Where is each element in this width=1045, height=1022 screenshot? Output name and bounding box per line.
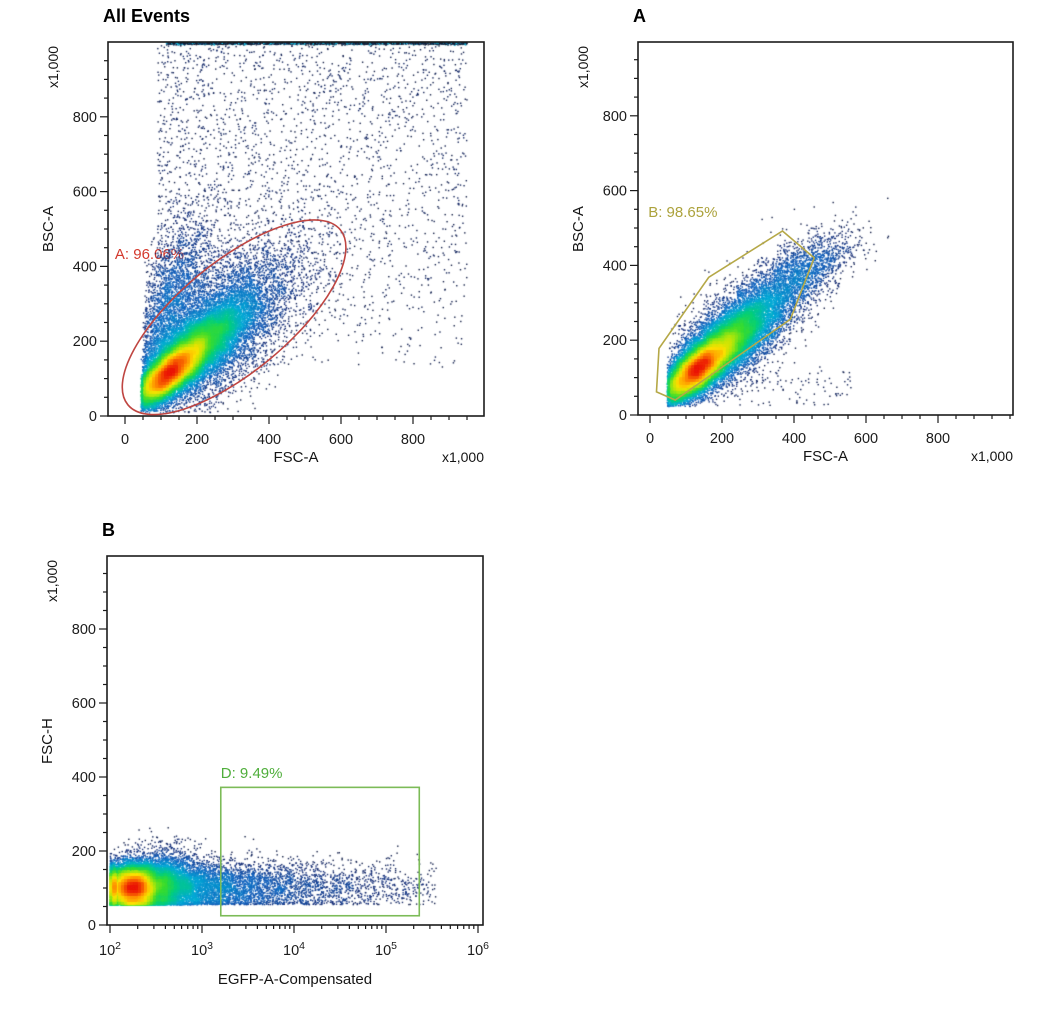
svg-text:800: 800	[72, 622, 96, 638]
svg-text:600: 600	[73, 185, 97, 201]
svg-text:400: 400	[73, 259, 97, 275]
svg-text:800: 800	[401, 432, 425, 448]
svg-text:600: 600	[329, 432, 353, 448]
svg-text:400: 400	[603, 258, 627, 274]
x-axis-multiplier: x1,000	[970, 448, 1013, 464]
svg-text:800: 800	[926, 431, 950, 447]
gate-label: B: 98.65%	[648, 203, 718, 221]
svg-text:200: 200	[603, 333, 627, 349]
svg-text:104: 104	[283, 940, 305, 959]
svg-text:400: 400	[257, 432, 281, 448]
plot-title: B	[102, 520, 115, 540]
axes-and-gate: 102 103 104 105 106 0 200 400 600 800	[72, 555, 489, 959]
svg-text:106: 106	[467, 940, 489, 959]
density-canvas	[638, 42, 1013, 415]
svg-text:600: 600	[72, 696, 96, 712]
svg-text:0: 0	[121, 432, 129, 448]
y-axis-multiplier: x1,000	[45, 45, 61, 89]
svg-text:800: 800	[603, 109, 627, 125]
svg-text:600: 600	[603, 184, 627, 200]
gate-label: A: 96.06%	[114, 245, 185, 263]
x-axis-label: FSC-A	[273, 449, 319, 466]
y-axis-label: FSC-H	[39, 717, 56, 764]
svg-text:0: 0	[89, 409, 97, 425]
svg-text:400: 400	[782, 431, 806, 447]
svg-text:200: 200	[710, 431, 734, 447]
x-axis-label: FSC-A	[803, 448, 848, 465]
density-canvas	[107, 556, 483, 925]
plot-title: All Events	[103, 6, 191, 26]
svg-text:102: 102	[99, 940, 121, 959]
gate-label: D: 9.49%	[220, 765, 283, 783]
y-axis-label: BSC-A	[40, 206, 57, 252]
y-axis-multiplier: x1,000	[575, 45, 591, 89]
axes-and-gate: 0 200 400 600 800 0 200 400 600 800	[603, 41, 1014, 447]
x-axis-multiplier: x1,000	[441, 449, 484, 465]
svg-text:0: 0	[88, 918, 96, 934]
svg-text:0: 0	[646, 431, 654, 447]
density-canvas	[108, 42, 484, 416]
svg-text:600: 600	[854, 431, 878, 447]
svg-text:200: 200	[73, 334, 97, 350]
y-axis-multiplier: x1,000	[44, 559, 60, 603]
svg-text:0: 0	[619, 408, 627, 424]
svg-text:105: 105	[375, 940, 397, 959]
svg-text:800: 800	[73, 110, 97, 126]
svg-text:200: 200	[185, 432, 209, 448]
y-axis-label: BSC-A	[570, 205, 587, 252]
svg-text:400: 400	[72, 770, 96, 786]
plot-title: A	[633, 6, 646, 26]
svg-text:103: 103	[191, 940, 213, 959]
svg-text:200: 200	[72, 844, 96, 860]
x-axis-label: EGFP-A-Compensated	[217, 971, 373, 988]
